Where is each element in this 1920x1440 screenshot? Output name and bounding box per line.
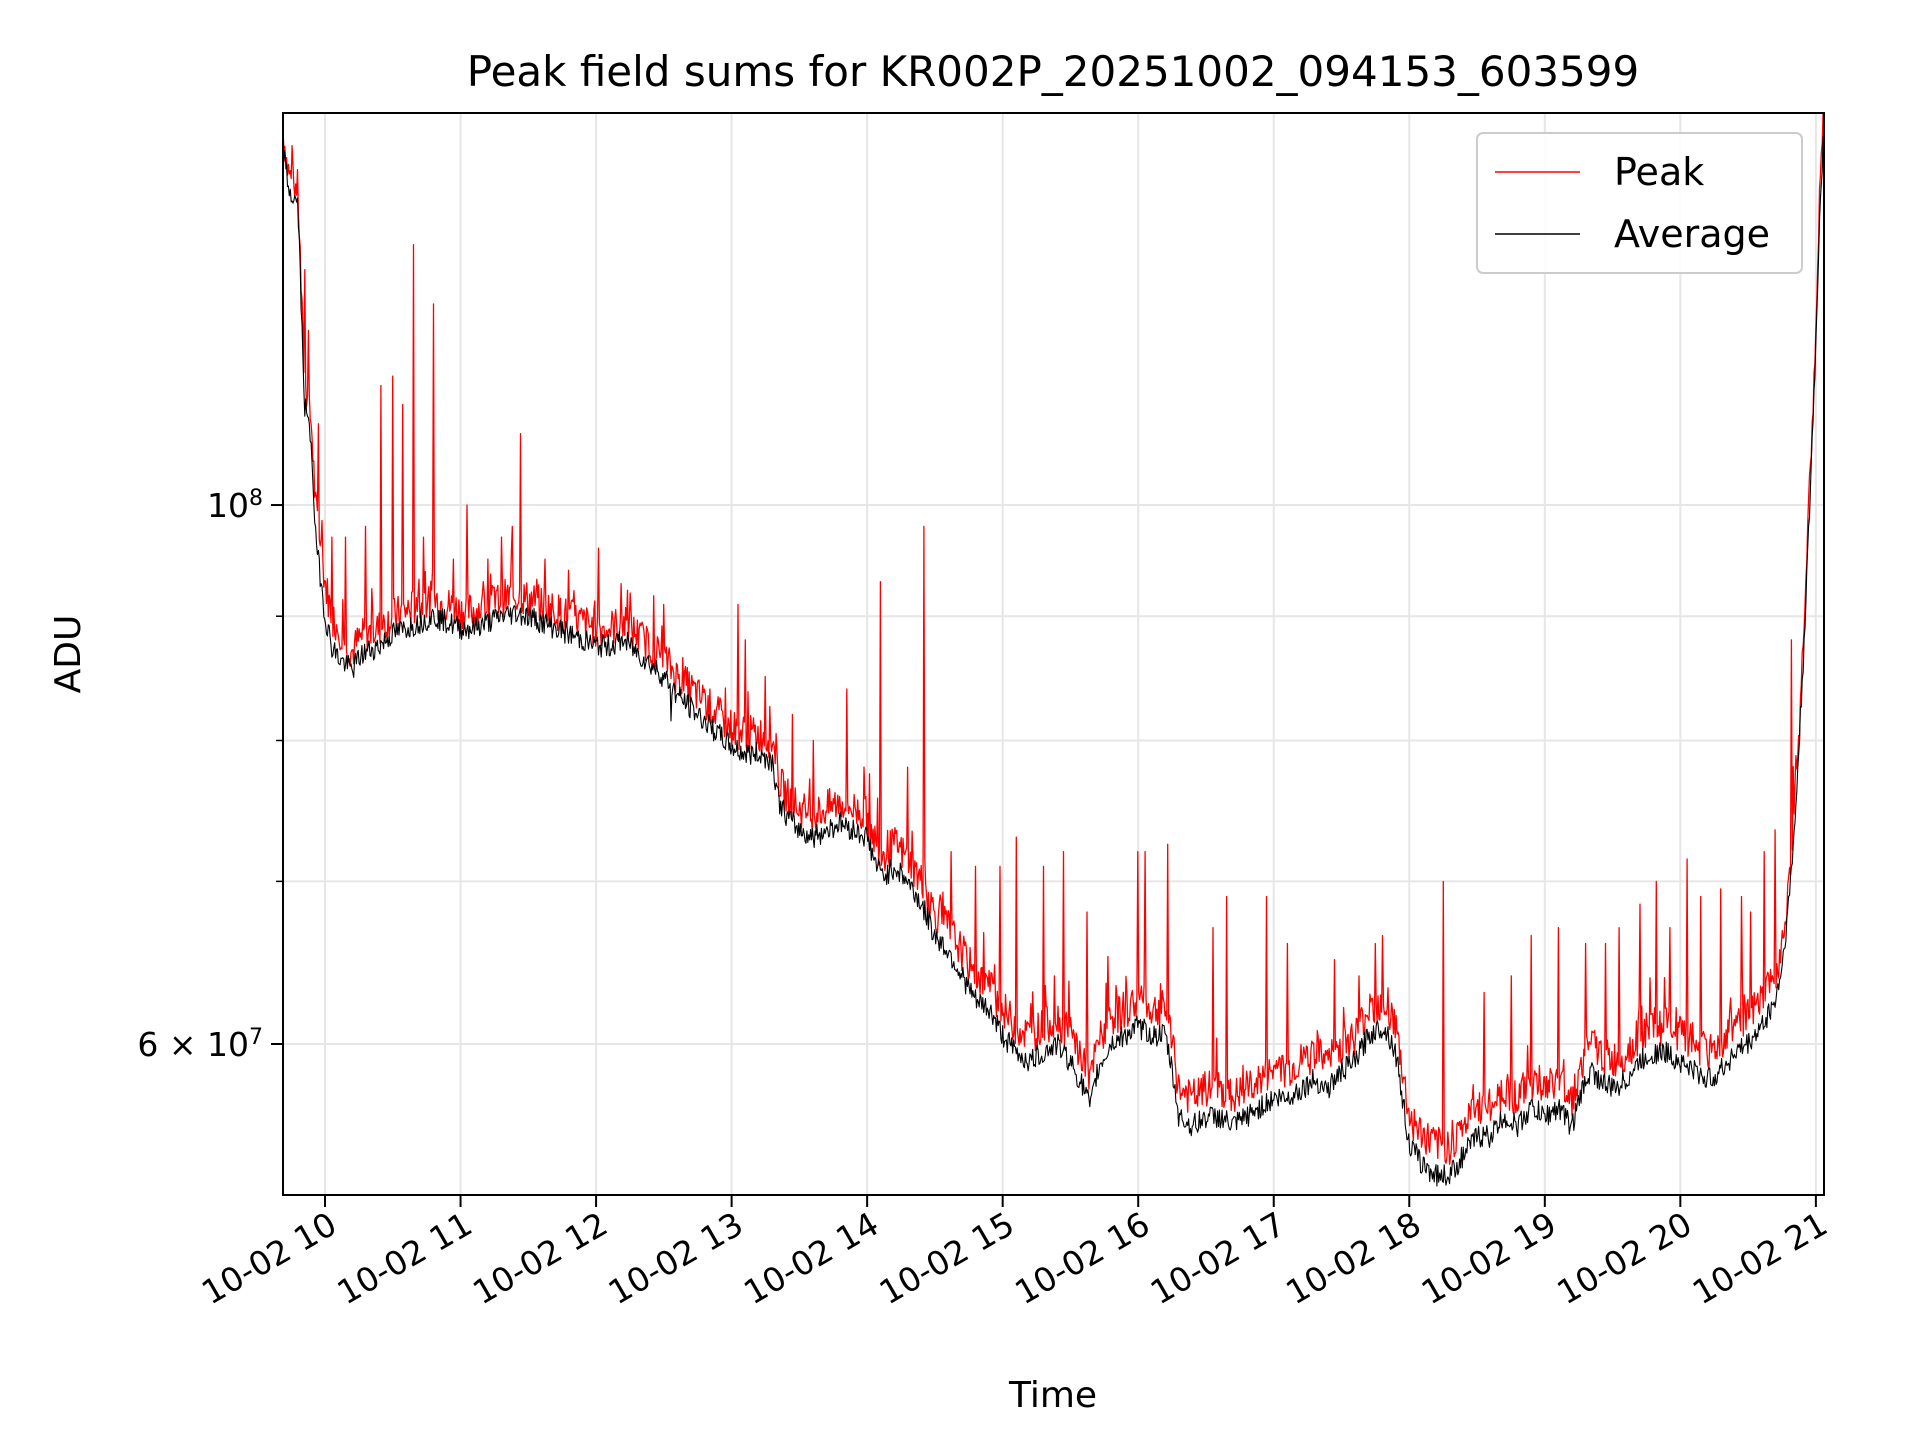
- y-axis: 108 6 × 107: [137, 486, 283, 1064]
- legend-label-average: Average: [1614, 212, 1770, 256]
- y-axis-label: ADU: [48, 615, 89, 694]
- series-layer: [283, 113, 1824, 1187]
- y-tick-label: 6 × 107: [137, 1025, 263, 1065]
- series-line-average: [283, 136, 1824, 1187]
- x-axis-label: Time: [1008, 1375, 1097, 1416]
- plot-frame: [282, 112, 1825, 1196]
- y-tick-base: 10: [207, 486, 249, 525]
- legend-box: [1476, 132, 1803, 274]
- legend-label-peak: Peak: [1614, 150, 1704, 194]
- grid: [283, 113, 1824, 1195]
- chart-title: Peak field sums for KR002P_20251002_0941…: [467, 47, 1639, 96]
- y-tick-base: 6 × 10: [137, 1025, 249, 1064]
- legend: Peak Average: [1476, 132, 1803, 274]
- y-tick-exponent: 7: [249, 1025, 263, 1050]
- y-tick-exponent: 8: [249, 486, 263, 511]
- y-tick-label: 108: [207, 486, 263, 526]
